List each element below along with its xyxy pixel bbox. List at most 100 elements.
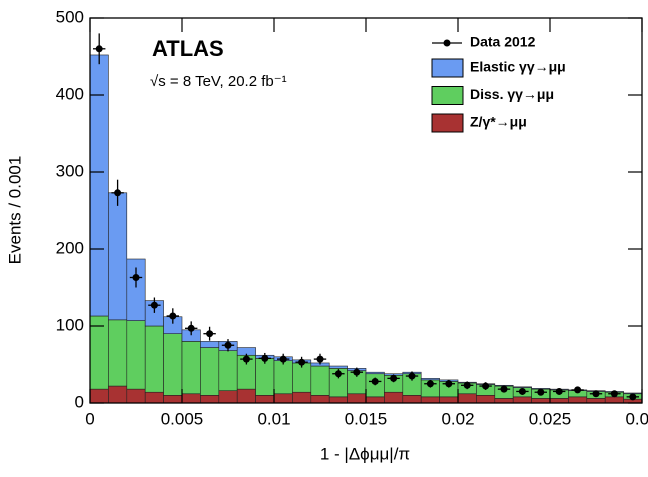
data-point	[206, 330, 214, 338]
histogram-bar	[439, 396, 459, 404]
data-point	[463, 381, 471, 389]
histogram-bar	[384, 391, 404, 404]
histogram-bar	[218, 390, 238, 404]
data-point	[242, 355, 250, 363]
chart-title: ATLAS	[152, 36, 224, 61]
histogram-bar	[604, 396, 624, 404]
data-point	[95, 45, 103, 53]
data-point	[537, 388, 545, 396]
histogram-bar	[181, 341, 201, 395]
histogram-bar	[310, 365, 330, 396]
histogram-bar	[218, 350, 238, 391]
histogram-bar	[89, 388, 109, 404]
histogram-bar	[310, 394, 330, 404]
histogram-bar	[328, 396, 348, 404]
histogram-bar	[126, 388, 146, 404]
histogram-bar	[144, 325, 164, 393]
histogram-bar	[457, 393, 477, 404]
histogram-bar	[255, 358, 275, 396]
legend-label: Diss. γγ→μμ	[470, 86, 554, 102]
x-tick-label: 0.015	[345, 409, 388, 428]
data-point	[500, 385, 508, 393]
histogram-bar	[89, 54, 109, 317]
histogram-bar	[200, 341, 220, 348]
annotation: √s = 8 TeV, 20.2 fb⁻¹	[150, 73, 287, 90]
histogram-bar	[200, 394, 220, 404]
histogram-bar	[255, 394, 275, 404]
histogram-bar	[273, 393, 293, 404]
x-tick-label: 0.03	[625, 409, 648, 428]
y-tick-label: 0	[75, 392, 84, 411]
histogram-bar	[568, 396, 588, 404]
data-point	[371, 377, 379, 385]
data-point	[445, 380, 453, 388]
histogram-bar	[420, 378, 440, 381]
histogram-bar	[273, 360, 293, 395]
x-axis-label: 1 - |Δϕμμ|/π	[320, 444, 410, 463]
data-point	[610, 390, 618, 398]
data-point	[426, 380, 434, 388]
data-point	[408, 372, 416, 380]
histogram-bar	[365, 396, 385, 404]
histogram-bar	[476, 394, 496, 404]
y-tick-label: 500	[56, 7, 84, 26]
legend-swatch	[431, 58, 464, 78]
histogram-bar	[549, 398, 569, 404]
histogram-bar	[163, 333, 183, 396]
data-point	[629, 393, 637, 401]
data-point	[482, 382, 490, 390]
data-point	[592, 390, 600, 398]
histogram-bar	[126, 320, 146, 390]
histogram-bar	[292, 391, 312, 404]
y-tick-label: 100	[56, 315, 84, 334]
histogram-bar	[494, 398, 514, 404]
data-point	[187, 324, 195, 332]
legend-label: Z/γ*→μμ	[470, 114, 527, 130]
data-point	[298, 358, 306, 366]
data-point	[279, 355, 287, 363]
histogram-bar	[181, 393, 201, 404]
histogram-bar	[347, 393, 367, 404]
histogram-bar	[402, 394, 422, 404]
histogram-bar	[512, 396, 532, 404]
data-point	[574, 386, 582, 394]
legend-marker	[443, 39, 451, 47]
data-point	[316, 355, 324, 363]
histogram-bar	[328, 365, 348, 369]
x-tick-label: 0.01	[257, 409, 290, 428]
x-tick-label: 0.02	[441, 409, 474, 428]
legend-label: Elastic γγ→μμ	[470, 59, 566, 75]
histogram-bar	[365, 371, 385, 375]
y-tick-label: 300	[56, 161, 84, 180]
data-point	[132, 273, 140, 281]
data-point	[150, 301, 158, 309]
histogram-bar	[108, 319, 128, 387]
y-tick-label: 400	[56, 84, 84, 103]
data-point	[353, 368, 361, 376]
data-point	[390, 374, 398, 382]
histogram-bar	[236, 388, 256, 404]
legend-swatch	[431, 113, 464, 133]
histogram-bar	[420, 396, 440, 404]
data-point	[224, 341, 232, 349]
histogram-bar	[108, 385, 128, 404]
histogram-bar	[108, 192, 128, 321]
data-point	[334, 370, 342, 378]
data-point	[169, 312, 177, 320]
legend-swatch	[431, 86, 464, 105]
histogram-bar	[126, 258, 146, 321]
histogram-bar	[163, 394, 183, 404]
histogram-bar	[144, 391, 164, 404]
histogram-bar	[531, 398, 551, 404]
y-axis-label: Events / 0.001	[5, 156, 24, 265]
histogram-bar	[200, 347, 220, 396]
histogram-bar	[512, 386, 532, 388]
data-point	[555, 387, 563, 395]
histogram-bar	[586, 398, 606, 404]
data-point	[114, 189, 122, 197]
x-tick-label: 0	[85, 409, 94, 428]
histogram-bar	[89, 315, 109, 390]
data-point	[518, 387, 526, 395]
x-tick-label: 0.025	[529, 409, 572, 428]
